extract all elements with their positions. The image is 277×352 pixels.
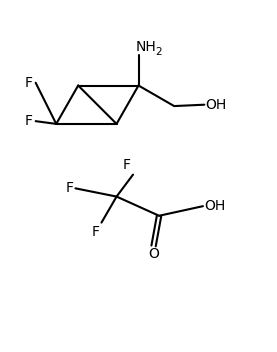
Text: F: F bbox=[92, 225, 100, 239]
Text: F: F bbox=[66, 181, 74, 195]
Text: NH: NH bbox=[136, 40, 157, 54]
Text: F: F bbox=[25, 114, 33, 128]
Text: F: F bbox=[122, 158, 130, 172]
Text: F: F bbox=[25, 76, 33, 90]
Text: OH: OH bbox=[204, 199, 225, 213]
Text: 2: 2 bbox=[155, 47, 162, 57]
Text: O: O bbox=[148, 247, 159, 261]
Text: OH: OH bbox=[206, 98, 227, 112]
